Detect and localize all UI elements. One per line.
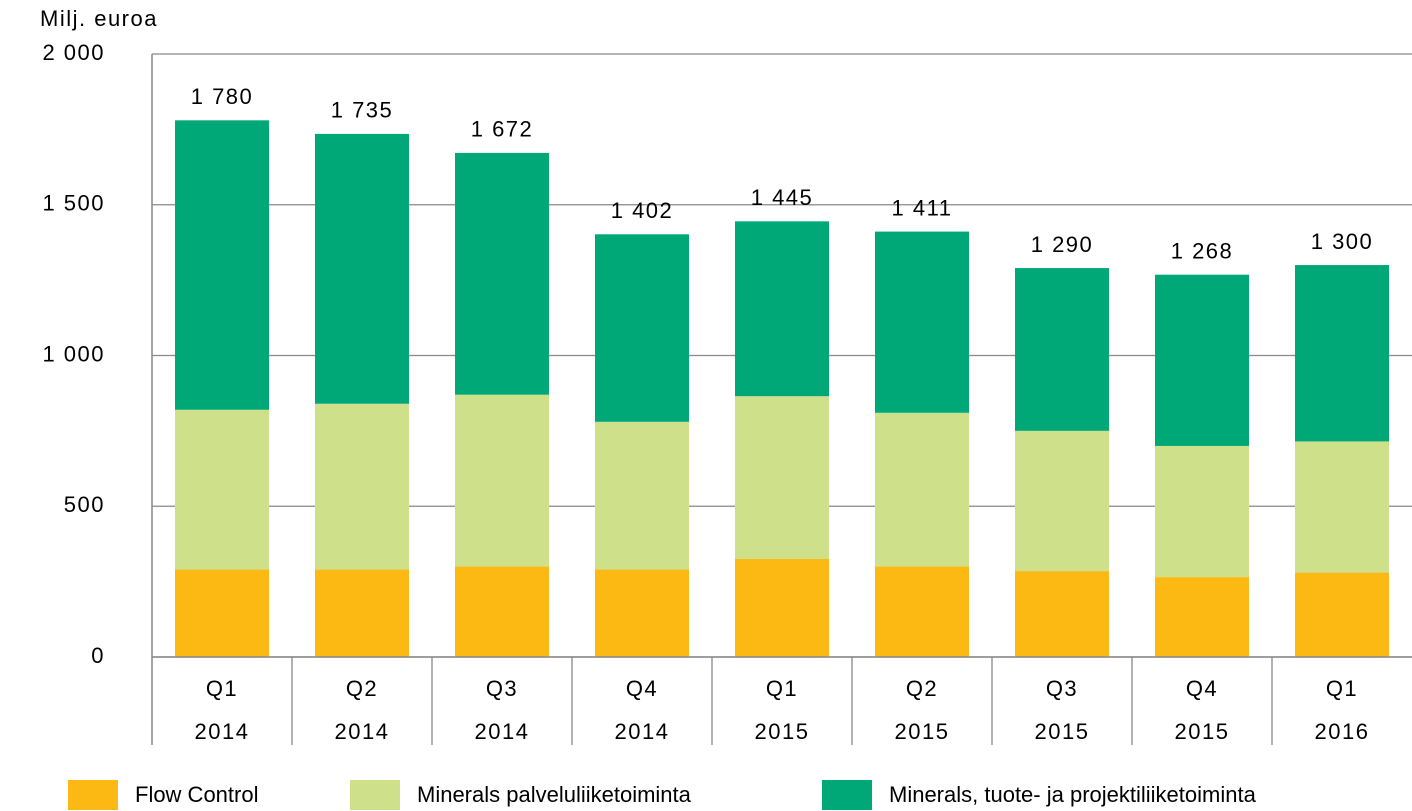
bar-segment [735,559,829,657]
x-tick-label: Q3 [1046,676,1078,701]
total-label: 1 268 [1171,239,1234,264]
bar-segment [595,569,689,657]
y-tick-label: 500 [64,492,105,517]
x-tick-label: 2014 [475,719,530,744]
x-tick-label: 2014 [195,719,250,744]
x-tick-label: Q1 [206,676,238,701]
y-tick-label: 0 [91,643,105,668]
legend-swatch [350,780,400,810]
bar-segment [455,394,549,567]
bar-segment [1015,268,1109,431]
x-tick-label: 2014 [335,719,390,744]
bar-segment [175,120,269,410]
bar-segment [315,133,409,404]
bar-segment [1155,445,1249,578]
legend-label: Flow Control [135,782,258,807]
x-tick-label: 2016 [1315,719,1370,744]
bar-segment [315,569,409,657]
bar-segment [595,234,689,422]
total-label: 1 445 [751,185,814,210]
bar-segment [1155,274,1249,446]
x-tick-label: Q4 [1186,676,1218,701]
bar-segment [875,566,969,657]
legend-swatch [68,780,118,810]
bar-segment [1295,572,1389,657]
bar-segment [455,566,549,657]
total-label: 1 780 [191,84,254,109]
bar-segment [175,409,269,570]
bar-segment [1295,441,1389,573]
y-tick-label: 1 500 [42,191,105,216]
bar-segment [455,152,549,395]
y-tick-label: 1 000 [42,341,105,366]
bar-segment [875,412,969,567]
x-tick-label: 2015 [1035,719,1090,744]
bar-segment [875,231,969,413]
x-tick-label: Q4 [626,676,658,701]
x-tick-label: 2014 [615,719,670,744]
x-tick-label: 2015 [1175,719,1230,744]
bar-segment [315,403,409,570]
legend-label: Minerals, tuote- ja projektiliiketoimint… [889,782,1257,807]
x-tick-label: Q3 [486,676,518,701]
y-tick-label: 2 000 [42,40,105,65]
total-label: 1 290 [1031,232,1094,257]
total-label: 1 672 [471,117,534,142]
total-label: 1 402 [611,198,674,223]
bar-segment [175,569,269,657]
total-label: 1 300 [1311,229,1374,254]
x-tick-label: 2015 [895,719,950,744]
x-tick-label: Q2 [346,676,378,701]
total-label: 1 411 [892,195,953,220]
legend: Flow Control Minerals palveluliiketoimint… [68,780,1257,810]
legend-swatch [822,780,872,810]
bar-segment [735,221,829,397]
legend-label: Minerals palveluliiketoiminta [417,782,692,807]
bar-segment [1155,577,1249,657]
y-axis-label: Milj. euroa [40,6,158,31]
bar-segment [735,396,829,560]
x-tick-label: Q1 [766,676,798,701]
x-tick-label: Q2 [906,676,938,701]
bar-segment [1295,265,1389,442]
bar-segment [595,421,689,570]
x-tick-label: Q1 [1326,676,1358,701]
total-label: 1 735 [331,98,394,123]
bar-segment [1015,430,1109,572]
x-tick-label: 2015 [755,719,810,744]
bar-segment [1015,571,1109,657]
